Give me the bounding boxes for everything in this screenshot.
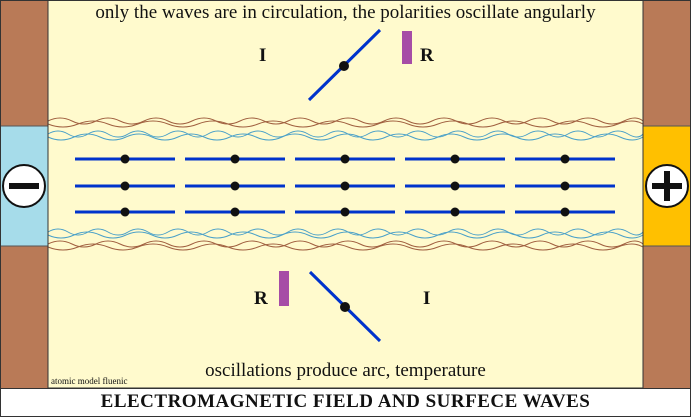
top-polarity-pivot — [339, 61, 349, 71]
plus-icon — [645, 164, 689, 208]
node-dot — [450, 181, 460, 191]
node-dot — [230, 207, 240, 217]
brown-wave — [47, 243, 644, 251]
node-dot — [230, 181, 240, 191]
node-dot — [560, 207, 570, 217]
brown-wave — [47, 240, 644, 248]
brown-wave — [47, 117, 644, 125]
label-i-bottom: I — [423, 288, 431, 309]
bottom-caption: oscillations produce arc, temperature — [205, 360, 486, 381]
label-r-bottom: R — [254, 288, 268, 309]
blue-wave — [47, 133, 644, 141]
node-dot — [340, 207, 350, 217]
node-dot — [340, 181, 350, 191]
label-i-top: I — [259, 45, 267, 66]
diagram-title: ELECTROMAGNETIC FIELD AND SURFECE WAVES — [100, 391, 591, 412]
node-dot — [450, 207, 460, 217]
node-dot — [230, 154, 240, 164]
top-r-bar — [402, 31, 412, 64]
blue-wave — [47, 231, 644, 239]
right-frame-bottom — [643, 246, 691, 388]
field-nodes — [120, 154, 570, 217]
title-band — [0, 388, 691, 417]
label-r-top: R — [420, 45, 434, 66]
bottom-surface-waves — [47, 228, 644, 251]
node-dot — [560, 154, 570, 164]
left-frame-top — [0, 0, 48, 126]
brown-wave — [47, 120, 644, 128]
node-dot — [450, 154, 460, 164]
top-surface-waves — [47, 117, 644, 141]
bottom-polarity-pivot — [340, 302, 350, 312]
field-background — [48, 0, 643, 388]
credit-label: atomic model fluenic — [51, 376, 128, 386]
node-dot — [120, 181, 130, 191]
node-dot — [120, 207, 130, 217]
node-dot — [120, 154, 130, 164]
right-frame-top — [643, 0, 691, 126]
bottom-r-bar — [279, 271, 289, 306]
minus-icon — [2, 164, 46, 208]
left-frame-bottom — [0, 246, 48, 388]
top-caption: only the waves are in circulation, the p… — [95, 2, 596, 23]
node-dot — [560, 181, 570, 191]
node-dot — [340, 154, 350, 164]
